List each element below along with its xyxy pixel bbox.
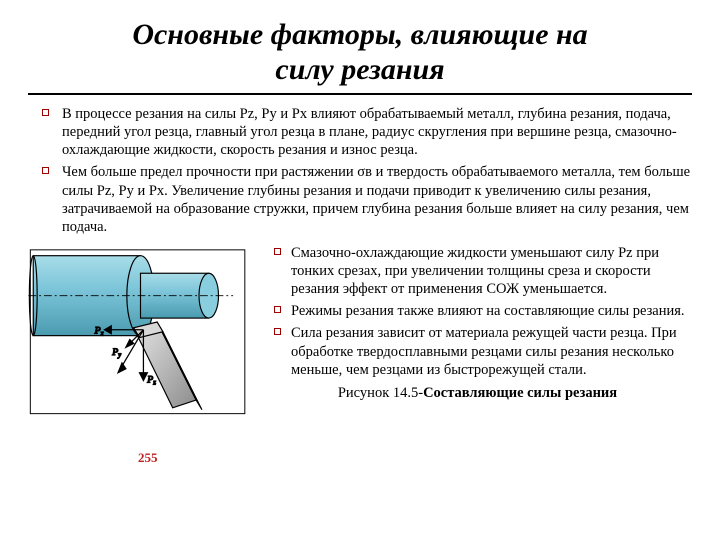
list-item: В процессе резания на силы Pz, Py и Px в…	[28, 105, 692, 159]
bullet-text: Сила резания зависит от материала режуще…	[291, 324, 692, 378]
svg-text:Pz: Pz	[146, 374, 156, 386]
bullet-text: Чем больше предел прочности при растяжен…	[62, 163, 692, 236]
page-number: 255	[138, 450, 253, 466]
list-item: Чем больше предел прочности при растяжен…	[28, 163, 692, 236]
figure-caption: Рисунок 14.5-Составляющие силы резания	[263, 385, 692, 402]
top-bullet-list: В процессе резания на силы Pz, Py и Px в…	[28, 105, 692, 236]
bullet-text: В процессе резания на силы Pz, Py и Px в…	[62, 105, 692, 159]
list-item: Смазочно-охлаждающие жидкости уменьшают …	[263, 244, 692, 298]
list-item: Сила резания зависит от материала режуще…	[263, 324, 692, 378]
bullet-icon	[263, 324, 291, 378]
bullet-icon	[28, 163, 62, 236]
list-item: Режимы резания также влияют на составляю…	[263, 302, 692, 320]
caption-bold: Составляющие силы резания	[423, 385, 617, 401]
cutting-force-diagram: Px Py Pz 255	[28, 244, 253, 444]
title-line-1: Основные факторы, влияющие на	[132, 18, 587, 51]
caption-prefix: Рисунок 14.5-	[338, 385, 423, 401]
title-line-2: силу резания	[275, 53, 444, 86]
bullet-text: Смазочно-охлаждающие жидкости уменьшают …	[291, 244, 692, 298]
bullet-icon	[263, 244, 291, 298]
bullet-icon	[263, 302, 291, 320]
bullet-text: Режимы резания также влияют на составляю…	[291, 302, 692, 320]
bullet-icon	[28, 105, 62, 159]
right-bullet-list: Смазочно-охлаждающие жидкости уменьшают …	[263, 244, 692, 444]
svg-text:Py: Py	[111, 347, 122, 359]
